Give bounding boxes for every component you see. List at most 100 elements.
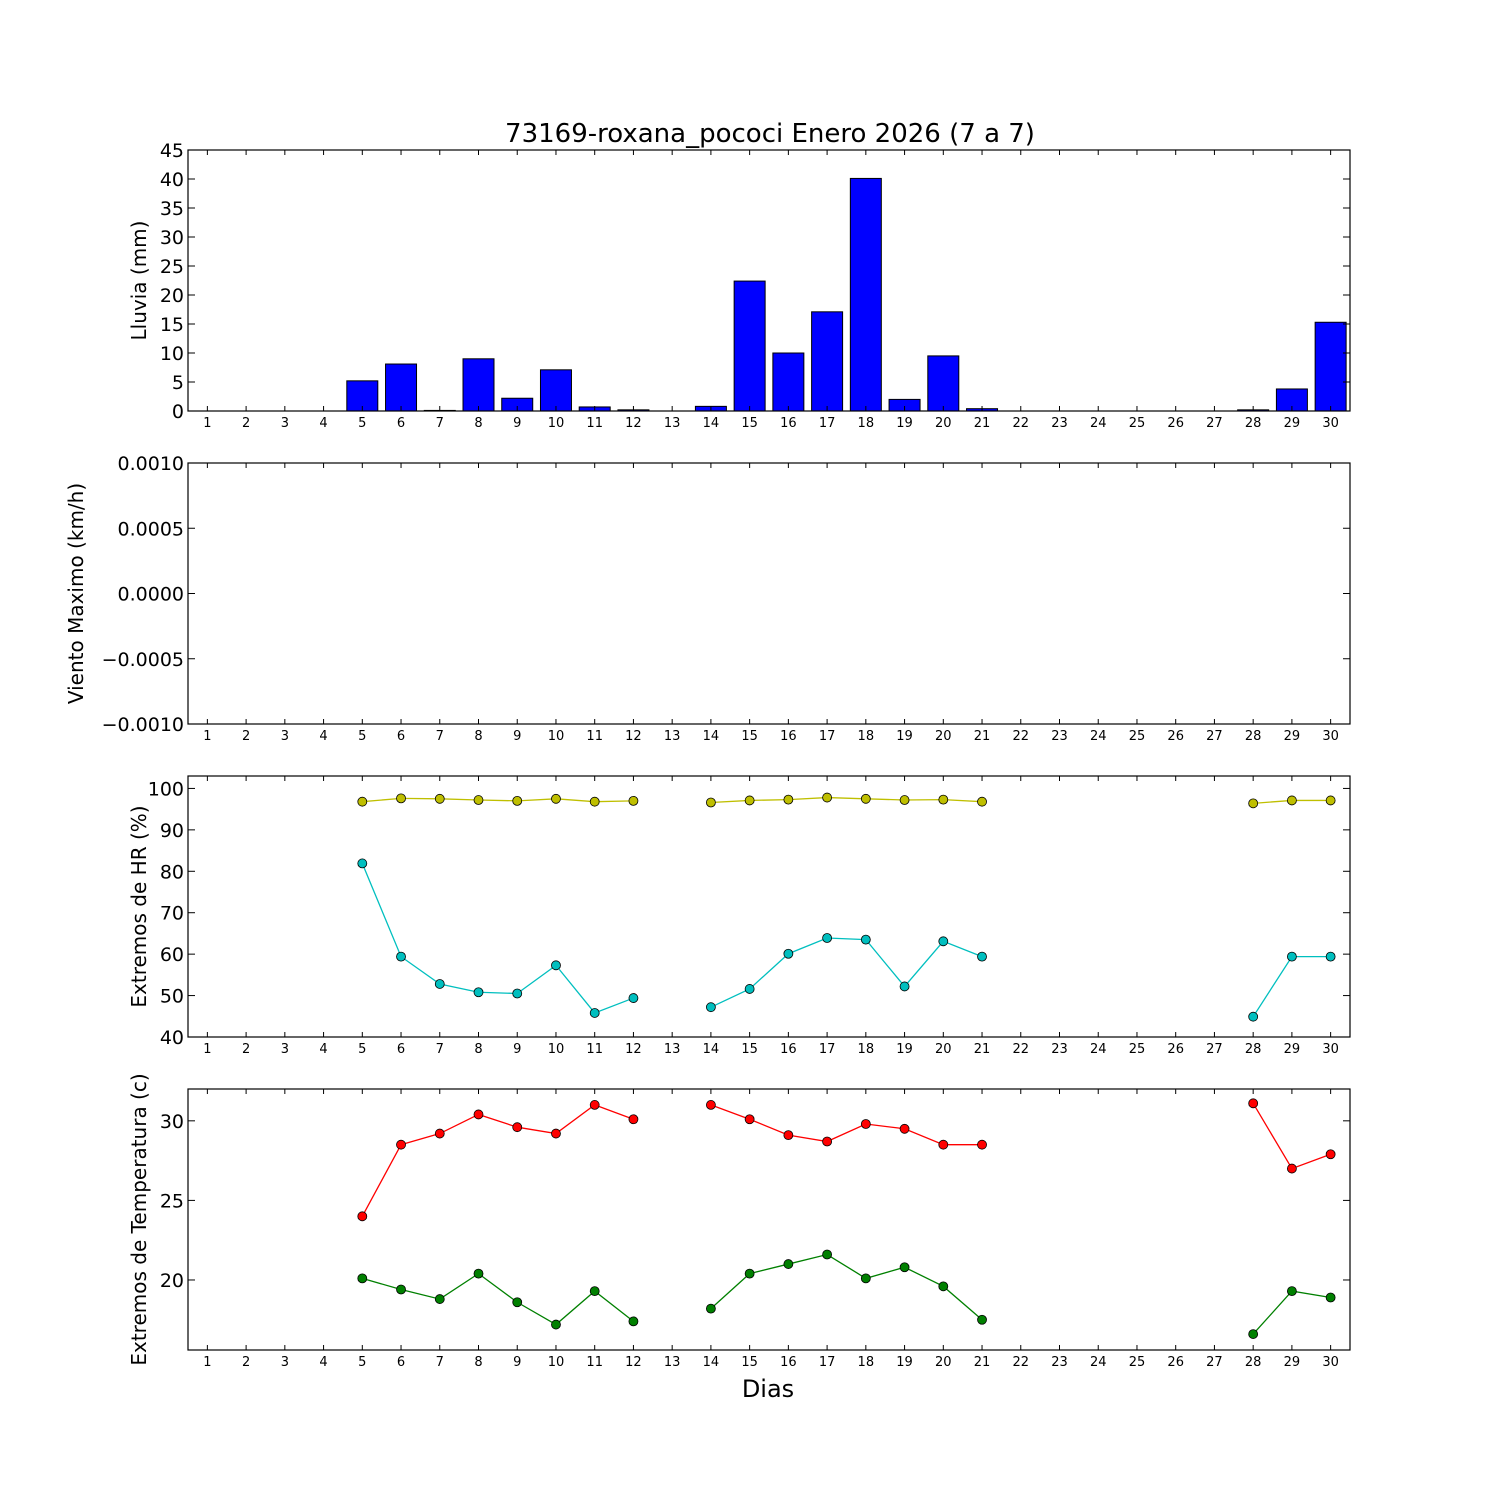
y-tick-label: 60 <box>160 944 184 966</box>
temp-min-point-day-16 <box>783 1259 794 1269</box>
y-tick-label: 15 <box>160 314 184 336</box>
x-tick-label: 22 <box>1012 729 1029 744</box>
x-tick-label: 27 <box>1206 416 1223 431</box>
hr-max-point-day-30 <box>1325 795 1336 806</box>
x-tick-label: 9 <box>513 1042 521 1057</box>
x-tick-label: 18 <box>858 729 875 744</box>
x-tick-label: 12 <box>625 1042 642 1057</box>
x-tick-label: 13 <box>664 729 681 744</box>
y-tick-label: 20 <box>160 285 184 307</box>
y-tick-label: 100 <box>148 778 184 800</box>
x-tick-label: 10 <box>548 416 565 431</box>
x-tick-label: 16 <box>780 1042 797 1057</box>
temp-max-point-day-17 <box>822 1136 832 1147</box>
temp-min-point-day-14 <box>706 1303 716 1314</box>
hr-max-point-day-21 <box>977 796 987 807</box>
y-tick-label: 0.0000 <box>118 584 184 606</box>
x-tick-label: 14 <box>703 1355 720 1370</box>
temp-min-point-day-28 <box>1248 1329 1259 1339</box>
y-axis-label: Extremos de Temperatura (c) <box>127 1073 151 1365</box>
temp-max-point-day-19 <box>899 1123 910 1134</box>
x-tick-label: 3 <box>281 1355 289 1370</box>
temp-min-point-day-29 <box>1287 1286 1297 1297</box>
y-axis-label: Lluvia (mm) <box>127 221 151 341</box>
hr-min-point-day-11 <box>589 1008 600 1018</box>
temp-max-point-day-21 <box>977 1139 987 1150</box>
y-tick-label: 35 <box>160 198 184 220</box>
x-tick-label: 16 <box>780 1355 797 1370</box>
x-tick-label: 4 <box>319 1042 327 1057</box>
x-tick-label: 10 <box>548 1042 565 1057</box>
hr-max-line <box>710 796 983 804</box>
y-tick-label: −0.0005 <box>102 649 184 671</box>
y-tick-label: 70 <box>160 903 184 925</box>
hr-min-point-day-8 <box>473 987 484 998</box>
hr-max-point-day-16 <box>783 794 794 805</box>
temp-max-point-day-14 <box>706 1100 716 1110</box>
temp-min-point-day-8 <box>473 1268 484 1279</box>
x-tick-label: 30 <box>1322 1042 1339 1057</box>
temp-min-point-day-12 <box>628 1316 639 1327</box>
x-tick-label: 27 <box>1206 729 1223 744</box>
x-tick-label: 6 <box>397 1355 405 1370</box>
x-tick-label: 25 <box>1129 416 1146 431</box>
x-tick-label: 4 <box>319 729 327 744</box>
y-tick-label: 90 <box>160 820 184 842</box>
x-tick-label: 10 <box>548 729 565 744</box>
x-tick-label: 2 <box>242 1355 250 1370</box>
temp-min-point-day-17 <box>822 1249 832 1260</box>
x-tick-label: 28 <box>1245 416 1262 431</box>
hr-min-point-day-29 <box>1287 951 1297 962</box>
hr-max-point-day-6 <box>396 793 406 804</box>
temp-max-point-day-28 <box>1248 1098 1259 1109</box>
x-tick-label: 29 <box>1284 1042 1301 1057</box>
hr-max-point-day-28 <box>1248 798 1259 809</box>
x-tick-label: 18 <box>858 1355 875 1370</box>
x-tick-label: 5 <box>358 416 366 431</box>
hr-min-point-day-30 <box>1325 951 1336 962</box>
x-tick-label: 12 <box>625 416 642 431</box>
temp-min-point-day-5 <box>357 1273 368 1284</box>
x-tick-label: 2 <box>242 729 250 744</box>
temp-min-point-day-9 <box>512 1297 523 1308</box>
x-tick-label: 3 <box>281 416 289 431</box>
x-tick-label: 30 <box>1322 416 1339 431</box>
x-tick-label: 18 <box>858 1042 875 1057</box>
hr-min-point-day-5 <box>357 858 368 869</box>
bar-day-5 <box>346 380 379 412</box>
x-tick-label: 1 <box>203 1355 211 1370</box>
x-tick-label: 24 <box>1090 416 1107 431</box>
x-tick-label: 23 <box>1051 729 1068 744</box>
y-tick-label: 20 <box>160 1270 184 1292</box>
x-tick-label: 12 <box>625 1355 642 1370</box>
x-tick-label: 8 <box>474 416 482 431</box>
panel-1: 1 2 3 4 5 6 7 8 9 10 11 12 13 14 15 16 17 18 19 20 21 22 23 24 2… <box>127 140 1351 431</box>
x-tick-label: 24 <box>1090 1042 1107 1057</box>
x-axis-label: Dias <box>742 1375 794 1403</box>
temp-max-point-day-5 <box>357 1211 368 1222</box>
x-tick-label: 26 <box>1167 1355 1184 1370</box>
x-tick-label: 4 <box>319 1355 327 1370</box>
x-tick-label: 7 <box>436 1355 444 1370</box>
hr-max-point-day-18 <box>860 793 871 804</box>
temp-max-point-day-7 <box>434 1128 445 1139</box>
x-tick-label: 6 <box>397 729 405 744</box>
bar-day-6 <box>385 363 418 412</box>
panel-frame <box>187 1088 1351 1351</box>
y-tick-label: 50 <box>160 986 184 1008</box>
x-tick-label: 11 <box>586 416 603 431</box>
x-tick-label: 1 <box>203 729 211 744</box>
y-tick-label: 10 <box>160 343 184 365</box>
hr-min-point-day-28 <box>1248 1011 1259 1022</box>
hr-min-point-day-9 <box>512 988 523 999</box>
bar-day-30 <box>1314 321 1347 412</box>
x-tick-label: 13 <box>664 416 681 431</box>
temp-min-point-day-6 <box>396 1284 406 1295</box>
x-tick-label: 7 <box>436 1042 444 1057</box>
y-tick-label: 30 <box>160 1111 184 1133</box>
hr-min-point-day-15 <box>744 984 755 994</box>
x-tick-label: 11 <box>586 1355 603 1370</box>
hr-min-point-day-21 <box>977 951 987 962</box>
x-tick-label: 12 <box>625 729 642 744</box>
